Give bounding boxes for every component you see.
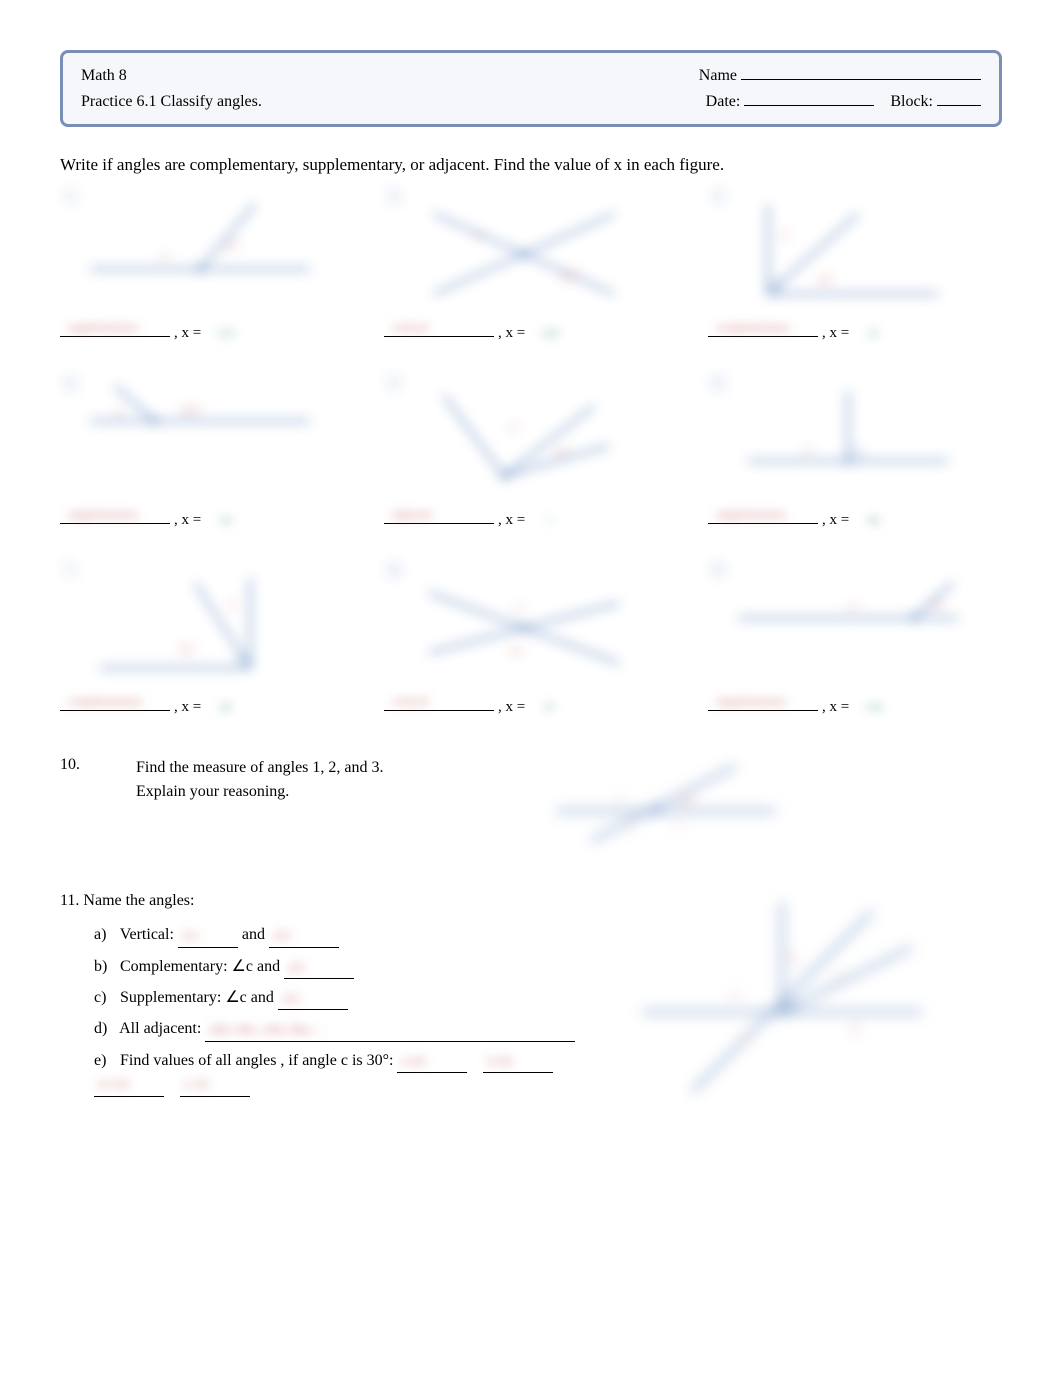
answer-line-2[interactable]: vertical , x = 128: [384, 325, 678, 342]
problem-1: 1. x° 47° supplementary , x = 133: [60, 189, 354, 342]
svg-text:47°: 47°: [225, 240, 240, 252]
svg-text:x°: x°: [780, 230, 790, 242]
svg-text:x°: x°: [474, 230, 484, 242]
problem-6: 6. x° supplementary , x = 90: [708, 376, 1002, 529]
course-title: Math 8: [81, 63, 127, 89]
answer-line-5[interactable]: adjacent , x = ?: [384, 512, 678, 529]
problem-9: 9. x° 41° supplementary , x = 139: [708, 563, 1002, 716]
problem-8: 8. x° 37° vertical , x = 37: [384, 563, 678, 716]
svg-text:x°: x°: [228, 599, 238, 611]
answer-line-6[interactable]: supplementary , x = 90: [708, 512, 1002, 529]
answer-line-3[interactable]: complementary , x = 31: [708, 325, 1002, 342]
svg-text:x°: x°: [514, 604, 524, 616]
svg-text:c: c: [837, 971, 842, 985]
instruction-text: Write if angles are complementary, suppl…: [60, 155, 1002, 175]
svg-text:x°: x°: [509, 422, 519, 434]
problem-5: 5. x° 22° adjacent , x = ?: [384, 376, 678, 529]
svg-text:e: e: [742, 1031, 747, 1045]
q10-line2: Explain your reasoning.: [136, 780, 496, 804]
problem-4: 4. x° 146° supplementary , x = 34: [60, 376, 354, 529]
q10-figure: 1 65° 2 3: [536, 756, 1002, 846]
svg-text:62°: 62°: [180, 644, 195, 656]
svg-text:a: a: [732, 986, 738, 1000]
answer-line-1[interactable]: supplementary , x = 133: [60, 325, 354, 342]
q11-c[interactable]: c) Supplementary: ∠c and ∠d: [94, 987, 592, 1010]
q11-b[interactable]: b) Complementary: ∠c and ∠b: [94, 956, 592, 979]
svg-text:2: 2: [676, 820, 681, 831]
answer-line-9[interactable]: supplementary , x = 139: [708, 699, 1002, 716]
question-11: 11. Name the angles: a) Vertical: ∠a and…: [60, 892, 1002, 1112]
svg-text:x°: x°: [848, 602, 858, 614]
q11-d[interactable]: d) All adjacent: a&b, b&c, c&d, d&a, ...: [94, 1018, 592, 1041]
problem-2: 2. x° 128° vertical , x = 128: [384, 189, 678, 342]
problem-3: 3. x° 59° complementary , x = 31: [708, 189, 1002, 342]
svg-text:22°: 22°: [554, 447, 569, 459]
svg-text:65°: 65°: [681, 796, 695, 807]
svg-text:x°: x°: [160, 252, 170, 264]
svg-text:128°: 128°: [559, 270, 580, 282]
name-field: Name: [699, 63, 981, 89]
worksheet-header: Math 8 Name Practice 6.1 Classify angles…: [60, 50, 1002, 127]
q11-e[interactable]: e) Find values of all angles , if angle …: [94, 1050, 592, 1097]
svg-text:b: b: [790, 951, 796, 965]
q10-line1: Find the measure of angles 1, 2, and 3.: [136, 756, 496, 780]
svg-text:59°: 59°: [818, 275, 833, 287]
svg-text:3: 3: [626, 820, 631, 831]
answer-line-4[interactable]: supplementary , x = 34: [60, 512, 354, 529]
q11-figure: a b c d e: [622, 892, 1002, 1112]
svg-text:x°: x°: [115, 407, 125, 419]
date-block-fields: Date: Block:: [706, 89, 981, 115]
q11-a[interactable]: a) Vertical: ∠a and ∠d: [94, 924, 592, 947]
svg-text:d: d: [852, 1021, 858, 1035]
problem-7: 7. x° 62° complementary , x = 28: [60, 563, 354, 716]
problems-grid: 1. x° 47° supplementary , x = 133 2. x°: [60, 189, 1002, 716]
svg-text:x°: x°: [803, 445, 813, 457]
svg-text:41°: 41°: [930, 599, 945, 611]
answer-line-8[interactable]: vertical , x = 37: [384, 699, 678, 716]
svg-text:146°: 146°: [180, 405, 201, 417]
q11-title: 11. Name the angles:: [60, 892, 592, 910]
question-10: 10. Find the measure of angles 1, 2, and…: [60, 756, 1002, 846]
answer-line-7[interactable]: complementary , x = 28: [60, 699, 354, 716]
svg-text:1: 1: [616, 796, 621, 807]
svg-text:37°: 37°: [509, 646, 524, 658]
practice-subtitle: Practice 6.1 Classify angles.: [81, 89, 262, 115]
